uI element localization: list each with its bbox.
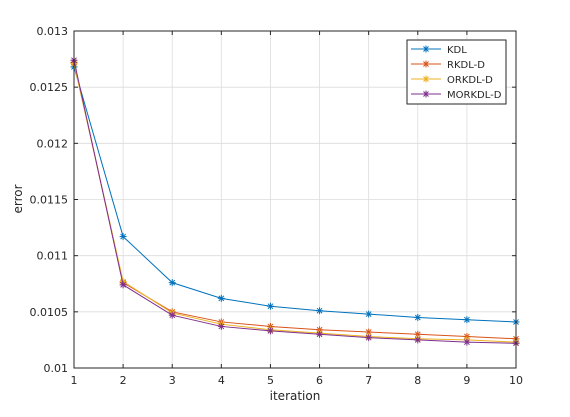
y-tick-label: 0.012 — [37, 137, 69, 150]
marker-stroke — [169, 312, 176, 319]
data-point — [365, 310, 373, 318]
data-point — [266, 302, 274, 310]
x-tick-label: 5 — [267, 374, 274, 387]
y-tick-label: 0.0125 — [30, 81, 69, 94]
data-point — [414, 336, 422, 344]
marker-stroke — [423, 91, 429, 97]
data-point — [266, 327, 274, 335]
x-tick-label: 8 — [414, 374, 421, 387]
x-tick-label: 7 — [365, 374, 372, 387]
y-tick-label: 0.011 — [37, 250, 69, 263]
data-point — [168, 279, 176, 287]
x-tick-label: 2 — [120, 374, 127, 387]
marker-stroke — [120, 281, 126, 288]
series-line — [73, 63, 517, 343]
legend-label: ORKDL-D — [447, 75, 493, 86]
marker-stroke — [414, 331, 421, 338]
legend-marker — [422, 90, 430, 98]
x-tick-label: 6 — [316, 374, 323, 387]
marker-stroke — [218, 295, 225, 302]
y-tick-label: 0.0105 — [30, 306, 69, 319]
x-tick-label: 10 — [509, 374, 523, 387]
marker-stroke — [316, 307, 323, 314]
legend-item: MORKDL-D — [411, 90, 502, 101]
y-tick-label: 0.013 — [37, 25, 69, 38]
data-point — [119, 281, 127, 289]
marker-stroke — [423, 76, 429, 82]
data-point — [217, 294, 225, 302]
legend-label: RKDL-D — [447, 60, 485, 71]
legend-marker — [422, 75, 430, 83]
data-point — [463, 338, 471, 346]
y-tick-label: 0.0115 — [30, 194, 69, 207]
series-line — [73, 60, 517, 344]
marker-stroke — [423, 61, 429, 67]
x-axis-label: iteration — [270, 389, 321, 403]
legend-item: RKDL-D — [411, 60, 485, 71]
marker-stroke — [267, 328, 274, 334]
marker-stroke — [218, 323, 225, 330]
series-line — [73, 66, 517, 323]
legend-box — [406, 39, 507, 105]
marker-stroke — [120, 233, 126, 240]
data-point — [168, 311, 176, 319]
data-point — [414, 313, 422, 321]
data-point — [316, 330, 324, 338]
legend-item: KDL — [411, 45, 467, 56]
marker-stroke — [169, 279, 176, 286]
x-tick-label: 3 — [169, 374, 176, 387]
legend-marker — [422, 45, 430, 53]
data-point — [365, 334, 373, 342]
y-axis-label: error — [11, 184, 25, 213]
marker-stroke — [365, 334, 372, 341]
ticks: 1 2 3 4 5 6 7 8 9 10 0.01 0.0105 0.011 0.0115 0.012 0.0… — [30, 25, 524, 387]
marker-stroke — [423, 46, 429, 52]
marker-stroke — [365, 311, 372, 317]
data-point — [463, 316, 471, 324]
y-tick-label: 0.01 — [44, 362, 69, 375]
series-kdl — [70, 63, 520, 326]
legend: KDL RKDL-D ORKDL-D MORKDL-D — [406, 39, 507, 105]
marker-stroke — [464, 339, 470, 346]
legend-marker — [422, 60, 430, 68]
data-point — [316, 307, 324, 315]
marker-stroke — [316, 331, 323, 338]
marker-stroke — [414, 314, 421, 321]
x-tick-label: 1 — [71, 374, 78, 387]
marker-stroke — [464, 316, 470, 323]
marker-stroke — [365, 329, 372, 335]
legend-label: KDL — [447, 45, 467, 56]
x-tick-label: 4 — [218, 374, 225, 387]
legend-label: MORKDL-D — [447, 90, 502, 101]
legend-item: ORKDL-D — [411, 75, 493, 86]
marker-stroke — [267, 303, 274, 310]
data-point — [217, 322, 225, 330]
data-point — [119, 233, 127, 241]
x-tick-label: 9 — [463, 374, 470, 387]
marker-stroke — [414, 337, 421, 343]
